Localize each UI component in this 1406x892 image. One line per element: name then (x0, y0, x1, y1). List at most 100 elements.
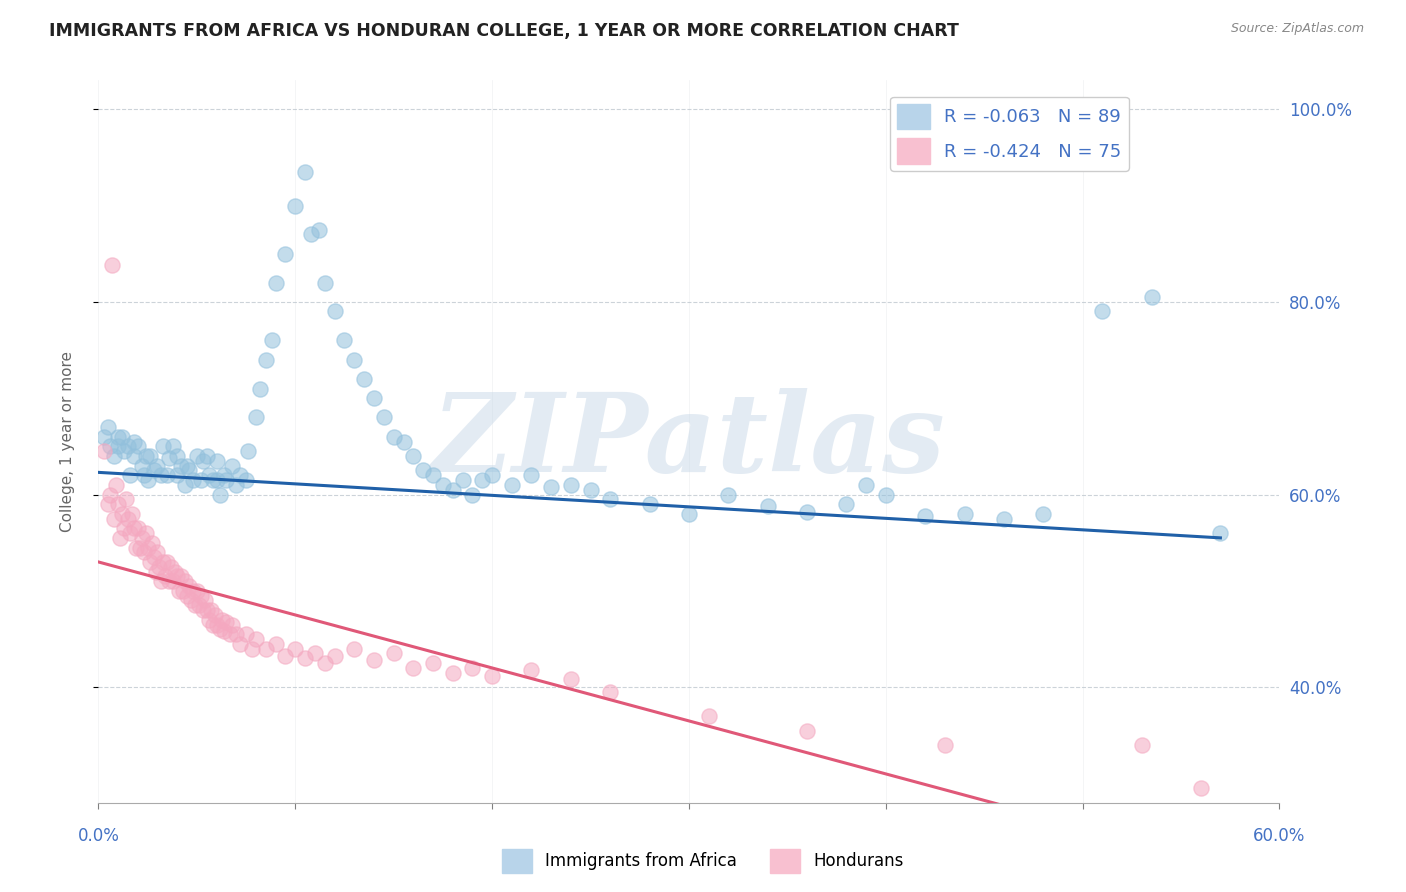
Point (197, 613, 219, 627)
Point (145, 565, 167, 579)
Point (186, 583, 208, 598)
Point (181, 473, 204, 487)
Point (211, 613, 233, 627)
Point (236, 444, 259, 458)
Point (284, 198, 307, 212)
Point (112, 444, 135, 458)
Point (254, 352, 277, 367)
Legend: R = -0.063   N = 89, R = -0.424   N = 75: R = -0.063 N = 89, R = -0.424 N = 75 (890, 96, 1129, 171)
Point (187, 599, 209, 613)
Point (138, 449, 160, 463)
Point (205, 454, 228, 468)
Point (678, 507, 700, 521)
Point (560, 673, 582, 687)
Point (422, 468, 444, 483)
Point (181, 583, 204, 598)
Point (186, 449, 208, 463)
Point (249, 382, 271, 396)
Point (219, 627, 242, 641)
Point (201, 473, 224, 487)
Point (136, 473, 159, 487)
Point (382, 430, 405, 444)
Point (176, 589, 198, 603)
Point (855, 478, 877, 492)
Point (141, 535, 163, 549)
Point (105, 478, 128, 492)
Point (229, 468, 252, 483)
Point (481, 468, 503, 483)
Point (451, 473, 474, 487)
Point (115, 492, 138, 507)
Point (304, 647, 326, 661)
Point (93, 430, 115, 444)
Point (167, 583, 190, 598)
Point (108, 531, 131, 545)
Point (184, 599, 207, 613)
Point (205, 617, 228, 632)
Point (117, 439, 139, 453)
Point (373, 410, 395, 425)
Point (127, 439, 149, 453)
Point (471, 473, 494, 487)
Point (156, 468, 179, 483)
Text: Source: ZipAtlas.com: Source: ZipAtlas.com (1230, 22, 1364, 36)
Point (225, 478, 247, 492)
Point (201, 617, 224, 632)
Point (343, 352, 366, 367)
Point (214, 624, 236, 639)
Point (875, 487, 897, 501)
Point (103, 511, 125, 525)
Point (142, 463, 165, 477)
Point (146, 545, 169, 559)
Point (245, 410, 267, 425)
Point (481, 668, 503, 682)
Point (122, 521, 145, 535)
Point (128, 541, 150, 555)
Point (180, 593, 202, 607)
Point (353, 372, 375, 386)
Point (146, 458, 169, 473)
Point (190, 589, 212, 603)
Point (162, 574, 184, 589)
Point (101, 258, 124, 272)
Point (441, 665, 464, 680)
Point (221, 458, 243, 473)
Point (170, 569, 193, 583)
Point (835, 497, 858, 511)
Point (170, 458, 193, 473)
Point (111, 430, 134, 444)
Point (363, 391, 385, 405)
Point (194, 593, 217, 607)
Point (245, 632, 267, 646)
Text: ZIPatlas: ZIPatlas (432, 388, 946, 495)
Point (135, 526, 157, 541)
Point (638, 497, 661, 511)
Text: 60.0%: 60.0% (1253, 827, 1306, 845)
Point (107, 430, 129, 444)
Point (599, 492, 621, 507)
Point (235, 473, 257, 487)
Point (412, 463, 434, 477)
Point (274, 649, 297, 664)
Point (993, 511, 1015, 525)
Text: 0.0%: 0.0% (77, 827, 120, 845)
Point (131, 531, 153, 545)
Point (191, 454, 214, 468)
Point (953, 507, 976, 521)
Point (156, 555, 179, 569)
Point (174, 574, 197, 589)
Point (392, 434, 415, 449)
Point (1189, 781, 1212, 796)
Point (1140, 290, 1163, 304)
Point (209, 487, 232, 501)
Point (221, 617, 243, 632)
Legend: Immigrants from Africa, Hondurans: Immigrants from Africa, Hondurans (495, 842, 911, 880)
Point (125, 541, 148, 555)
Point (98, 439, 121, 453)
Point (98, 487, 121, 501)
Point (205, 473, 228, 487)
Point (260, 334, 283, 348)
Point (111, 507, 134, 521)
Point (520, 468, 543, 483)
Point (441, 483, 464, 497)
